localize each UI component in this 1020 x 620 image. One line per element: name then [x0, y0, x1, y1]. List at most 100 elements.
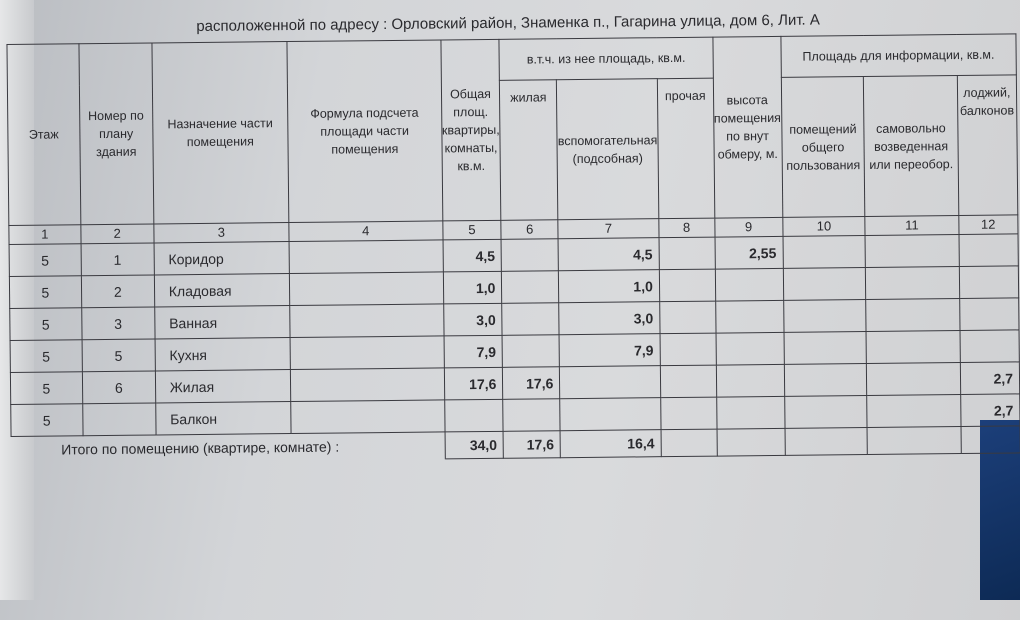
cell-empty	[783, 299, 867, 333]
cell-floor: 5	[10, 339, 83, 373]
header-loggia: лоджий, балконов	[956, 74, 1018, 216]
cell-floor: 5	[10, 403, 83, 437]
cell-name: Жилая	[155, 369, 291, 403]
total-height	[716, 428, 785, 457]
total-auxiliary: 16,4	[560, 429, 662, 458]
column-number: 12	[958, 214, 1019, 235]
column-number: 1	[8, 224, 81, 245]
column-number: 3	[153, 222, 289, 243]
cell-name: Балкон	[155, 401, 291, 435]
total-other	[660, 429, 717, 457]
cell-aux: 3,0	[558, 301, 660, 335]
cell-name: Ванная	[154, 305, 290, 339]
cell-total: 1,0	[442, 271, 503, 304]
header-info-group: Площадь для информации, кв.м.	[780, 33, 1017, 78]
header-common-use: помещений общего пользования	[780, 76, 866, 218]
cell-loggia: 2,7	[959, 361, 1020, 395]
cell-empty	[866, 330, 960, 364]
cell-empty	[866, 298, 960, 332]
cell-name: Кухня	[154, 337, 291, 371]
cell-total: 7,9	[443, 335, 503, 368]
cell-floor: 5	[9, 275, 82, 309]
cell-empty	[289, 271, 444, 306]
column-number: 7	[558, 218, 659, 239]
cell-height	[715, 364, 785, 398]
cell-num: 3	[81, 306, 155, 340]
cell-empty	[782, 267, 867, 301]
cell-empty	[784, 395, 868, 429]
total-loggia	[960, 425, 1020, 454]
explication-sheet: расположенной по адресу : Орловский райо…	[6, 0, 1020, 600]
cell-loggia	[959, 297, 1020, 331]
total-common	[784, 427, 868, 456]
cell-height: 2,55	[714, 236, 783, 270]
cell-empty	[289, 335, 444, 370]
cell-living	[501, 238, 559, 272]
column-number: 6	[501, 219, 559, 240]
cell-num: 1	[80, 242, 155, 276]
cell-height	[716, 396, 785, 430]
cell-num: 5	[81, 338, 156, 372]
cell-living: 17,6	[502, 366, 560, 400]
header-other: прочая	[657, 78, 715, 219]
cell-empty	[660, 365, 717, 398]
cell-loggia: 2,7	[960, 393, 1020, 427]
cell-empty	[290, 399, 445, 434]
header-total-area: Общая площ. квартиры, комнаты, кв.м.	[440, 39, 502, 221]
column-number: 8	[658, 218, 715, 238]
cell-empty	[783, 363, 868, 397]
cell-height	[715, 300, 784, 334]
cell-empty	[866, 362, 961, 396]
cell-living	[503, 398, 561, 432]
column-number: 4	[288, 220, 443, 242]
cell-loggia	[958, 233, 1019, 267]
cell-empty	[659, 301, 716, 334]
cell-empty	[658, 237, 715, 270]
cell-total	[444, 399, 504, 432]
cell-aux: 4,5	[558, 237, 660, 271]
column-number: 2	[80, 223, 154, 244]
total-living: 17,6	[503, 430, 561, 459]
column-number: 10	[782, 216, 866, 237]
cell-empty	[290, 367, 445, 402]
cell-empty	[865, 234, 959, 268]
cell-total: 4,5	[442, 239, 502, 272]
header-plan-number: Номер по плану здания	[78, 42, 154, 225]
cell-floor: 5	[10, 371, 83, 405]
cell-total: 3,0	[443, 303, 503, 336]
cell-num	[82, 402, 156, 436]
cell-living	[501, 270, 559, 304]
cell-living	[502, 302, 560, 336]
cell-empty	[289, 303, 444, 338]
header-unauthorized: самовольно возведенная или переобор.	[863, 75, 959, 217]
cell-name: Коридор	[153, 241, 290, 275]
header-auxiliary: вспомогательная (подсобная)	[556, 78, 659, 220]
total-unauthorized	[867, 426, 961, 455]
column-number: 5	[442, 220, 502, 240]
header-purpose: Назначение части помещения	[151, 41, 289, 224]
cell-empty	[288, 239, 443, 274]
cell-total: 17,6	[443, 367, 504, 400]
cell-empty	[783, 331, 867, 365]
cell-empty	[865, 266, 960, 300]
column-number: 11	[865, 215, 959, 236]
cell-num: 2	[81, 274, 155, 308]
header-formula: Формула подсчета площади части помещения	[286, 39, 443, 223]
cell-floor: 5	[9, 243, 82, 277]
cell-loggia	[959, 329, 1020, 363]
page-edge	[0, 0, 34, 600]
cell-aux	[559, 365, 661, 399]
header-living: жилая	[499, 79, 559, 221]
cell-empty	[660, 397, 717, 430]
blue-surface	[980, 420, 1020, 600]
cell-empty	[782, 235, 866, 269]
cell-loggia	[958, 265, 1019, 299]
total-label: Итого по помещению (квартире, комнате) :	[11, 431, 445, 464]
cell-height	[715, 332, 784, 366]
column-number: 9	[714, 217, 783, 238]
cell-aux	[559, 397, 661, 431]
explication-table: Этаж Номер по плану здания Назначение ча…	[6, 33, 1020, 464]
cell-empty	[867, 394, 961, 428]
header-floor: Этаж	[6, 43, 81, 226]
